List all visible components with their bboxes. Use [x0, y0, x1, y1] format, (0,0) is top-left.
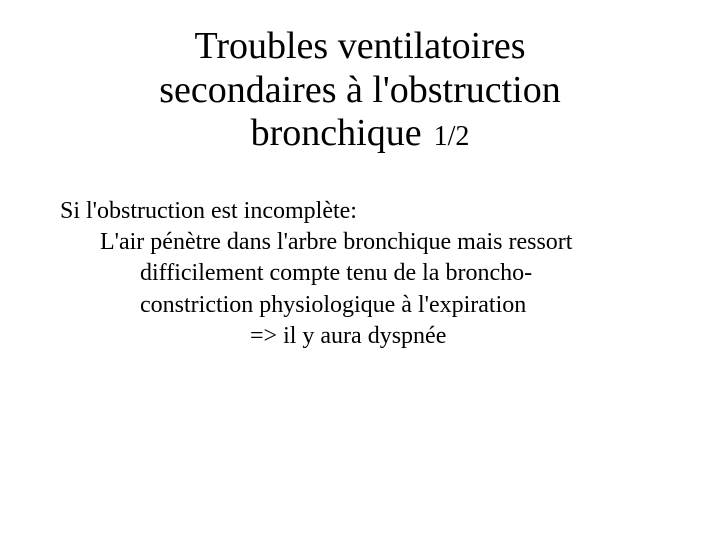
detail-line-3: constriction physiologique à l'expiratio… [60, 290, 660, 321]
slide-body: Si l'obstruction est incomplète: L'air p… [60, 196, 660, 352]
title-line-2: secondaires à l'obstruction [60, 69, 660, 113]
page-indicator: 1/2 [434, 121, 470, 152]
title-line-1: Troubles ventilatoires [60, 25, 660, 69]
title-line-3: bronchique 1/2 [60, 112, 660, 156]
title-text-1: Troubles ventilatoires [194, 25, 525, 67]
detail-line-2: difficilement compte tenu de la broncho- [60, 258, 660, 289]
detail-line-1: L'air pénètre dans l'arbre bronchique ma… [60, 227, 660, 258]
slide-container: Troubles ventilatoires secondaires à l'o… [0, 0, 720, 540]
intro-line: Si l'obstruction est incomplète: [60, 196, 660, 227]
conclusion-line: => il y aura dyspnée [60, 321, 660, 352]
title-text-3: bronchique [251, 112, 422, 154]
title-text-2: secondaires à l'obstruction [159, 69, 561, 111]
slide-title-block: Troubles ventilatoires secondaires à l'o… [60, 25, 660, 156]
